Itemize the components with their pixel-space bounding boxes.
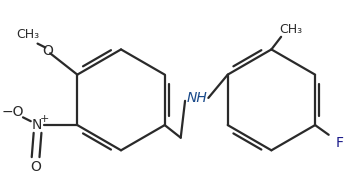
Text: F: F <box>335 136 343 150</box>
Text: N: N <box>31 118 42 132</box>
Text: CH₃: CH₃ <box>16 28 39 41</box>
Text: NH: NH <box>186 91 207 105</box>
Text: O: O <box>42 44 53 58</box>
Text: −O: −O <box>1 104 24 118</box>
Text: +: + <box>40 114 49 124</box>
Text: O: O <box>30 160 41 174</box>
Text: CH₃: CH₃ <box>279 23 302 36</box>
